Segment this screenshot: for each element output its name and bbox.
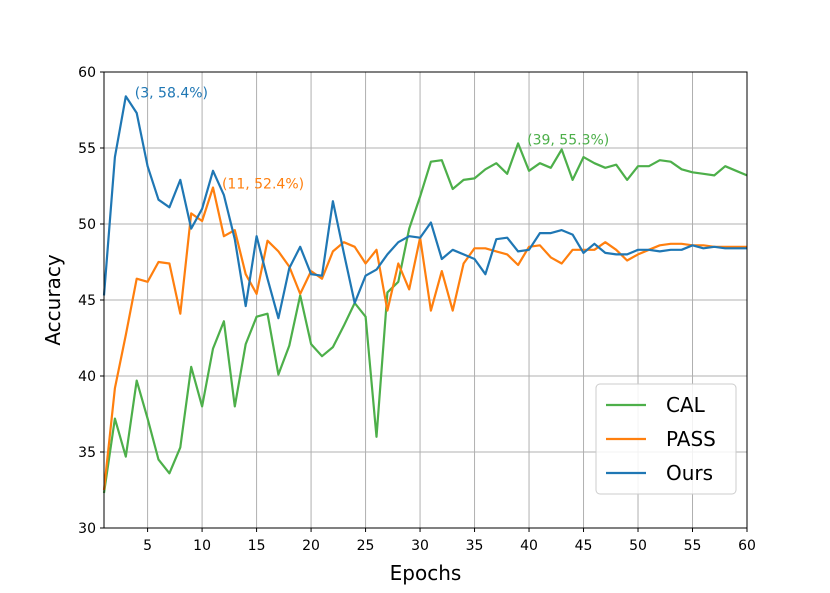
x-tick-label: 15: [248, 538, 266, 554]
y-tick-label: 35: [78, 445, 96, 461]
y-tick-label: 45: [78, 293, 96, 309]
x-tick-label: 50: [629, 538, 647, 554]
series-lines: [102, 95, 748, 494]
x-tick-label: 25: [357, 538, 375, 554]
y-tick-label: 60: [78, 65, 96, 81]
series-line-pass: [102, 186, 747, 491]
x-tick-label: 30: [411, 538, 429, 554]
legend-label-ours: Ours: [666, 461, 713, 485]
annotation-cal: (39, 55.3%): [527, 132, 609, 148]
x-tick-label: 55: [684, 538, 702, 554]
series-line-ours: [102, 95, 747, 320]
y-tick-label: 55: [78, 141, 96, 157]
x-tick-label: 35: [466, 538, 484, 554]
annotation-pass: (11, 52.4%): [222, 177, 304, 193]
legend-label-cal: CAL: [666, 393, 706, 417]
y-tick-label: 50: [78, 217, 96, 233]
x-tick-label: 10: [193, 538, 211, 554]
y-axis-label: Accuracy: [41, 254, 65, 345]
x-tick-label: 60: [738, 538, 756, 554]
y-tick-label: 30: [78, 521, 96, 537]
legend-label-pass: PASS: [666, 427, 716, 451]
series-line-cal: [102, 142, 748, 494]
axis-ticks: 5 10 15 20 25 30 35 40 45 50 55 60 30 35 40 45 50 55 60: [78, 65, 756, 554]
annotations: (3, 58.4%) (11, 52.4%) (39, 55.3%): [135, 85, 609, 192]
x-tick-label: 5: [143, 538, 152, 554]
legend: CAL PASS Ours: [595, 383, 737, 495]
x-tick-label: 20: [302, 538, 320, 554]
legend-box: [595, 383, 737, 495]
x-tick-label: 45: [575, 538, 593, 554]
y-tick-label: 40: [78, 369, 96, 385]
x-axis-label: Epochs: [390, 561, 462, 585]
annotation-ours: (3, 58.4%): [135, 85, 208, 101]
x-tick-label: 40: [520, 538, 538, 554]
